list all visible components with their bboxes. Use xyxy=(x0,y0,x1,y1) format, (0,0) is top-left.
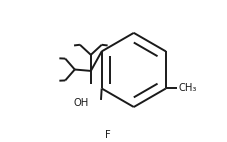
Text: F: F xyxy=(105,130,111,140)
Text: CH₃: CH₃ xyxy=(178,83,196,93)
Text: OH: OH xyxy=(73,98,89,108)
